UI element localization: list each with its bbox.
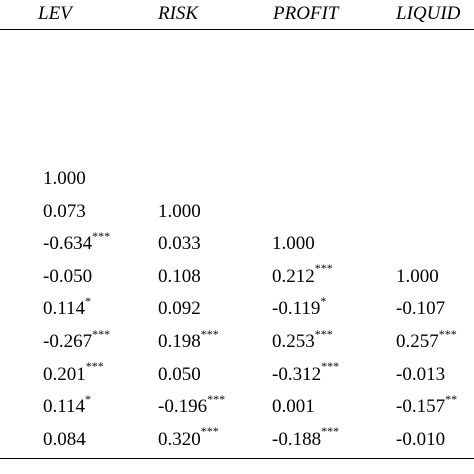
cell-value: 0.001 (272, 396, 315, 418)
cell-lev: 0.201*** (43, 360, 104, 386)
cell-value: -0.107 (396, 298, 446, 320)
column-header-liquid: LIQUID (396, 3, 461, 24)
cell-risk: 1.000 (158, 201, 201, 223)
cell-value: 0.033 (158, 233, 201, 255)
table-row: 1.000 (0, 168, 474, 200)
cell-profit: -0.312*** (272, 360, 339, 386)
significance-marker: *** (321, 359, 340, 374)
significance-marker: *** (321, 424, 340, 439)
cell-liquid: -0.157** (396, 393, 457, 418)
cell-lev: -0.050 (43, 266, 92, 288)
table-row: 0.084 0.320*** -0.188*** -0.010 (0, 425, 474, 461)
cell-value: 0.084 (43, 428, 86, 450)
cell-profit: 0.212*** (272, 262, 333, 288)
cell-value: 1.000 (272, 233, 315, 255)
cell-risk: 0.092 (158, 298, 201, 320)
cell-profit: 1.000 (272, 233, 315, 255)
cell-value: -0.634 (43, 233, 93, 255)
cell-liquid: -0.107 (396, 298, 445, 320)
cell-risk: 0.033 (158, 233, 201, 255)
cell-risk: -0.196*** (158, 393, 225, 418)
cell-value: -0.157 (396, 396, 446, 418)
cell-profit: 0.253*** (272, 328, 333, 353)
cell-liquid: -0.013 (396, 364, 445, 386)
significance-marker: *** (200, 326, 219, 341)
table-row: 0.201*** 0.050 -0.312*** -0.013 (0, 360, 474, 396)
table-row: -0.634*** 0.033 1.000 (0, 230, 474, 265)
cell-value: 0.114 (43, 396, 86, 418)
cell-value: -0.196 (158, 396, 208, 418)
cell-lev: 0.114* (43, 393, 91, 418)
cell-value: -0.013 (396, 363, 446, 385)
cell-profit: -0.119* (272, 295, 326, 320)
cell-risk: 0.050 (158, 364, 201, 386)
cell-risk: 0.320*** (158, 425, 219, 451)
cell-value: -0.010 (396, 428, 446, 450)
significance-marker: *** (438, 326, 457, 341)
table-row: 0.114* 0.092 -0.119* -0.107 (0, 295, 474, 330)
cell-value: 1.000 (158, 200, 201, 222)
cell-value: 0.114 (43, 298, 86, 320)
significance-marker: *** (92, 228, 111, 243)
column-header-profit: PROFIT (273, 3, 339, 24)
column-header-risk: RISK (158, 3, 199, 24)
cell-lev: 0.073 (43, 201, 86, 223)
significance-marker: *** (207, 391, 226, 406)
significance-marker: ** (445, 391, 458, 406)
cell-value: 0.108 (158, 265, 201, 287)
cell-liquid: -0.010 (396, 429, 445, 451)
table-row: 0.114* -0.196*** 0.001 -0.157** (0, 393, 474, 428)
cell-value: -0.267 (43, 331, 93, 352)
table-header: LEV RISK PROFIT LIQUID (0, 0, 474, 30)
significance-marker: *** (92, 326, 111, 341)
cell-lev: 1.000 (43, 168, 86, 190)
table-row: 0.073 1.000 (0, 201, 474, 233)
cell-risk: 0.198*** (158, 328, 219, 353)
cell-lev: -0.634*** (43, 230, 110, 255)
significance-marker: *** (200, 424, 219, 439)
cell-lev: 0.114* (43, 295, 91, 320)
cell-value: -0.050 (43, 265, 93, 287)
correlation-table-body: 1.000 0.073 1.000 -0.634*** 0.033 1.000 -0.050… (0, 30, 474, 457)
cell-value: 1.000 (43, 168, 86, 189)
cell-risk: 0.108 (158, 266, 201, 288)
significance-marker: * (85, 294, 92, 309)
significance-marker: *** (314, 261, 333, 276)
cell-value: 0.253 (272, 331, 315, 352)
cell-value: 0.050 (158, 363, 201, 385)
significance-marker: *** (85, 359, 104, 374)
cell-liquid: 1.000 (396, 266, 439, 288)
significance-marker: *** (314, 326, 333, 341)
table-row: -0.050 0.108 0.212*** 1.000 (0, 262, 474, 298)
table-bottom-rule (0, 458, 474, 459)
cell-lev: 0.084 (43, 429, 86, 451)
cell-lev: -0.267*** (43, 328, 110, 353)
cell-value: 0.212 (272, 265, 315, 287)
cell-value: 0.257 (396, 331, 439, 352)
column-header-lev: LEV (38, 3, 72, 24)
cell-value: 0.201 (43, 363, 86, 385)
significance-marker: * (85, 391, 92, 406)
cell-value: 0.073 (43, 200, 86, 222)
cell-liquid: 0.257*** (396, 328, 457, 353)
cell-profit: 0.001 (272, 396, 315, 418)
cell-value: -0.188 (272, 428, 322, 450)
significance-marker: * (320, 294, 327, 309)
cell-profit: -0.188*** (272, 425, 339, 451)
table-row: -0.267*** 0.198*** 0.253*** 0.257*** (0, 328, 474, 363)
cell-value: -0.119 (272, 298, 321, 320)
cell-value: -0.312 (272, 363, 322, 385)
cell-value: 0.092 (158, 298, 201, 320)
cell-value: 1.000 (396, 265, 439, 287)
cell-value: 0.198 (158, 331, 201, 352)
cell-value: 0.320 (158, 428, 201, 450)
